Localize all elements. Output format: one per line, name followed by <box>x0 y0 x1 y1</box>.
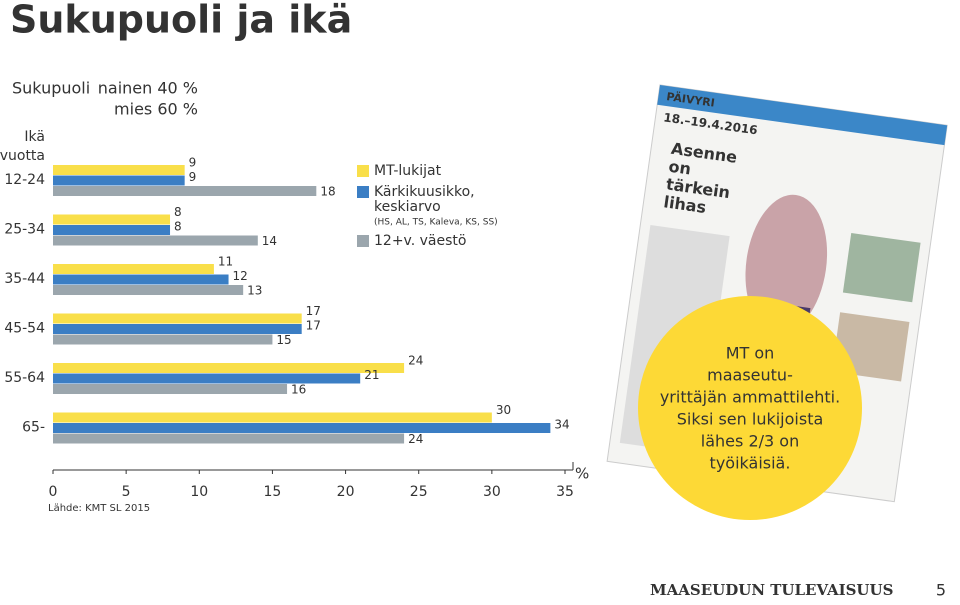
brand: MAASEUDUN TULEVAISUUS <box>650 581 893 599</box>
legend-label: Kärkikuusikko, keskiarvo <box>374 184 479 215</box>
callout-line: MT on <box>726 344 775 363</box>
photo <box>842 233 921 303</box>
y-tick-label: 65- <box>22 420 45 436</box>
legend-label-line: Kärkikuusikko, <box>374 184 479 200</box>
y-tick-label: 25-34 <box>4 222 45 238</box>
x-tick-label: 15 <box>264 484 282 500</box>
source: Lähde: KMT SL 2015 <box>48 503 150 514</box>
bar <box>53 274 229 285</box>
value-label: 11 <box>218 255 233 269</box>
legend-label: MT-lukijat <box>374 163 442 179</box>
bar <box>53 225 171 235</box>
x-tick-label: 0 <box>49 484 58 500</box>
y-tick-label: 35-44 <box>4 271 45 287</box>
callout-line: työikäisiä. <box>710 454 791 473</box>
value-label: 17 <box>306 319 321 333</box>
bar <box>53 285 244 295</box>
bar <box>53 264 214 274</box>
value-label: 24 <box>408 354 423 368</box>
x-tick-label: 20 <box>337 484 355 500</box>
value-label: 8 <box>174 220 182 234</box>
gender-label: Sukupuoli <box>12 79 90 98</box>
value-label: 16 <box>291 383 306 397</box>
legend-label: 12+v. väestö <box>374 233 466 249</box>
bar <box>53 433 405 444</box>
value-label: 12 <box>233 269 248 283</box>
value-label: 9 <box>189 156 197 170</box>
y-tick-label: 55-64 <box>4 370 45 386</box>
bar <box>53 235 258 246</box>
gender-line: mies 60 % <box>114 100 198 119</box>
title: Sukupuoli ja ikä <box>10 0 352 42</box>
legend-swatch <box>357 186 369 198</box>
value-label: 17 <box>306 304 321 318</box>
headline: on <box>667 157 692 179</box>
x-tick-label: 5 <box>122 484 131 500</box>
value-label: 24 <box>408 432 423 446</box>
x-tick-label: 10 <box>190 484 208 500</box>
value-label: 34 <box>554 418 569 432</box>
x-label: % <box>575 465 589 483</box>
value-label: 18 <box>320 185 335 199</box>
value-label: 14 <box>262 234 277 248</box>
newspaper-band <box>657 85 948 146</box>
bar <box>53 175 185 186</box>
bar <box>53 165 185 175</box>
value-label: 15 <box>276 333 291 347</box>
callout: MT on maaseutu- yrittäjän ammattilehti. … <box>660 344 840 473</box>
bar <box>53 373 361 384</box>
bar <box>53 324 302 334</box>
x-tick-label: 35 <box>556 484 574 500</box>
bar <box>53 423 551 433</box>
gender-line: nainen 40 % <box>98 79 198 98</box>
y-tick-label: 12-24 <box>4 172 45 188</box>
x-tick-label: 25 <box>410 484 428 500</box>
legend-swatch <box>357 165 369 177</box>
value-label: 13 <box>247 284 262 298</box>
callout-line: yrittäjän ammattilehti. <box>660 388 840 407</box>
page-number: 5 <box>936 581 946 600</box>
legend-note: (HS, AL, TS, Kaleva, KS, SS) <box>374 218 498 228</box>
bar <box>53 334 273 345</box>
legend-label-line: keskiarvo <box>374 199 441 215</box>
y-label: vuotta <box>0 148 45 164</box>
callout-line: maaseutu- <box>707 366 793 385</box>
callout-line: Siksi sen lukijoista <box>677 410 824 429</box>
value-label: 8 <box>174 205 182 219</box>
callout-line: lähes 2/3 on <box>701 432 799 451</box>
value-label: 21 <box>364 368 379 382</box>
legend-swatch <box>357 235 369 247</box>
y-tick-label: 45-54 <box>4 321 45 337</box>
x-tick-label: 30 <box>483 484 501 500</box>
bar <box>53 412 492 423</box>
bar <box>53 384 288 394</box>
value-label: 9 <box>189 170 197 184</box>
masthead: PÄIVYRI <box>666 89 716 110</box>
bar <box>53 186 317 196</box>
bar <box>53 214 171 225</box>
bar <box>53 363 405 373</box>
value-label: 30 <box>496 403 511 417</box>
bar <box>53 313 302 324</box>
callout-circle <box>638 296 862 520</box>
y-label: Ikä <box>24 129 45 145</box>
